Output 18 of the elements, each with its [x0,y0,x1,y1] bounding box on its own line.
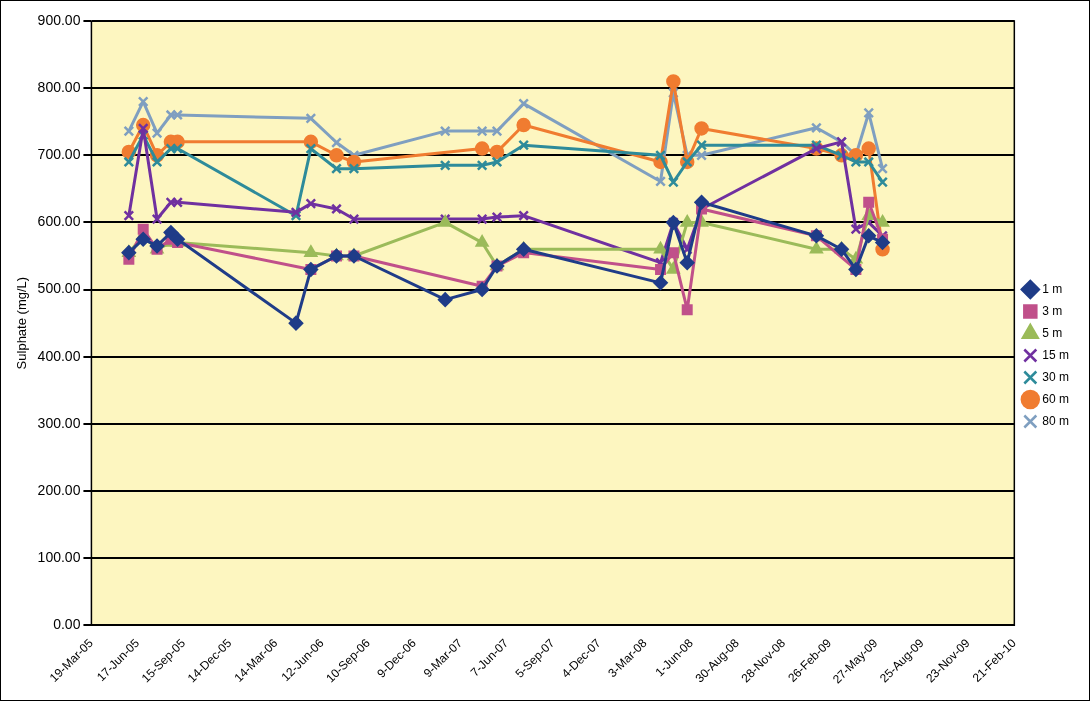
legend-label: 80 m [1042,413,1070,428]
y-tick-label: 500.00 [37,280,81,297]
y-tick-label: 800.00 [37,79,81,95]
legend-label: 1 m [1042,281,1063,296]
y-tick-label: 400.00 [37,347,81,364]
y-tick-label: 0.00 [53,616,81,633]
legend-label: 15 m [1042,347,1070,362]
y-tick-label: 200.00 [37,481,81,498]
y-tick-label: 300.00 [37,414,81,431]
legend-label: 3 m [1042,303,1063,318]
y-tick-label: 600.00 [37,213,81,230]
legend-label: 30 m [1042,369,1070,384]
y-tick-label: 900.00 [37,11,81,28]
y-tick-label: 100.00 [37,548,81,565]
y-tick-label: 700.00 [37,146,81,163]
legend-label: 5 m [1042,325,1063,340]
legend-label: 60 m [1042,391,1070,406]
y-axis-title: Sulphate (mg/L) [14,276,30,370]
